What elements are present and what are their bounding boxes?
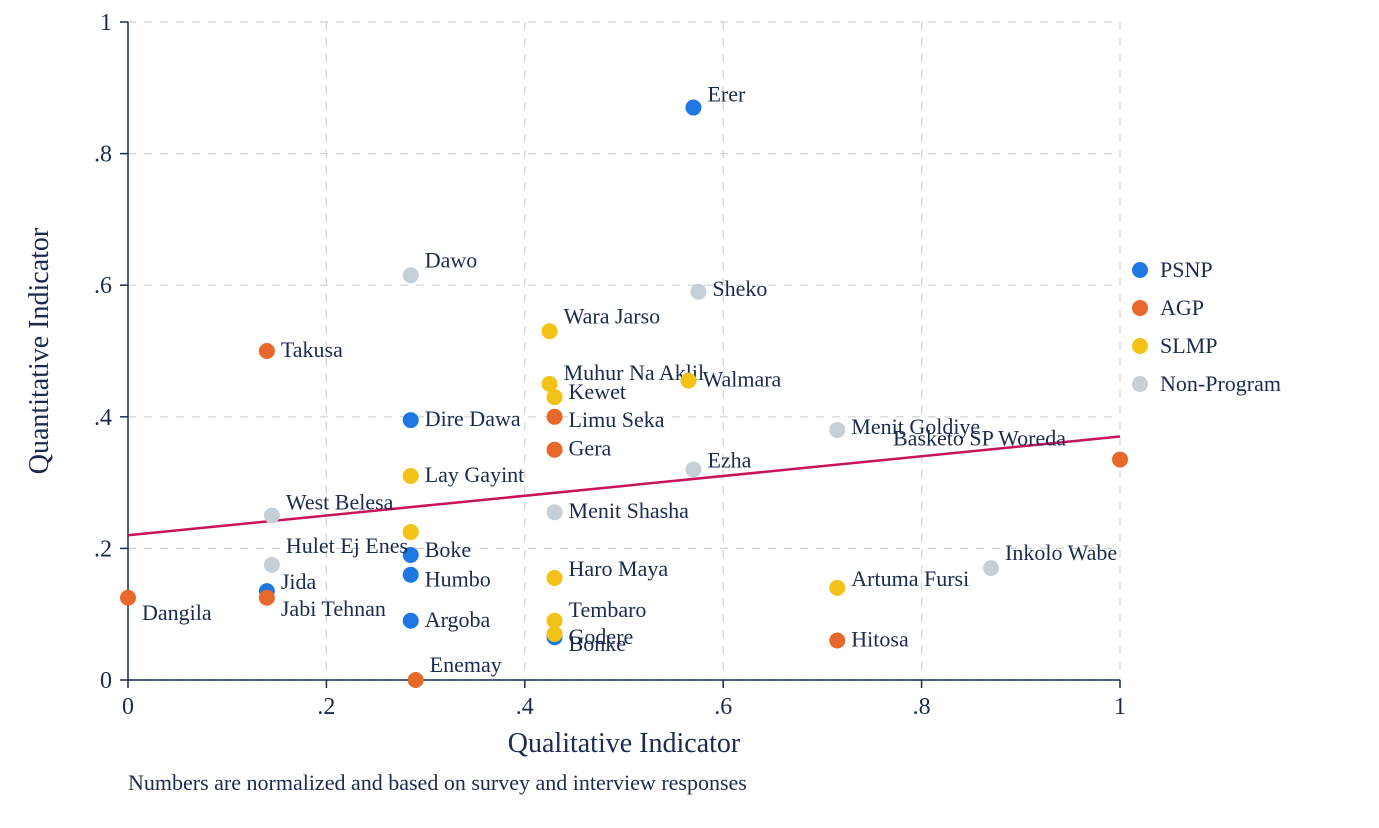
legend-label: AGP: [1160, 295, 1204, 320]
data-point-label: Jabi Tehnan: [281, 596, 386, 621]
data-point-label: Kewet: [569, 379, 626, 404]
y-axis-label: Quantitative Indicator: [24, 227, 55, 474]
legend-label: SLMP: [1160, 333, 1217, 358]
data-point-label: Lay Gayint: [425, 462, 525, 487]
data-point-label: Godere: [569, 624, 634, 649]
legend-marker: [1132, 338, 1148, 354]
data-point-label: Sheko: [712, 276, 767, 301]
data-point: [547, 504, 563, 520]
data-point: [403, 412, 419, 428]
data-point-label: Erer: [707, 82, 746, 107]
legend-label: Non-Program: [1160, 371, 1281, 396]
data-point: [690, 284, 706, 300]
data-point: [403, 613, 419, 629]
y-tick-label: .8: [94, 142, 112, 168]
data-point-label: Menit Goldiye: [851, 414, 980, 439]
y-tick-label: 0: [100, 668, 112, 694]
data-point: [259, 343, 275, 359]
data-point: [403, 567, 419, 583]
x-axis-label: Qualitative Indicator: [508, 728, 741, 759]
x-tick-label: .2: [317, 694, 335, 720]
data-point-label: Artuma Fursi: [851, 566, 969, 591]
data-point: [259, 590, 275, 606]
legend-marker: [1132, 300, 1148, 316]
data-point-label: Enemay: [430, 652, 502, 677]
y-tick-label: .2: [94, 536, 112, 562]
y-tick-label: .4: [94, 405, 112, 431]
data-point: [829, 580, 845, 596]
x-tick-label: .6: [714, 694, 732, 720]
data-point: [829, 633, 845, 649]
data-point: [547, 442, 563, 458]
data-point: [685, 461, 701, 477]
legend-marker: [1132, 376, 1148, 392]
data-point: [403, 267, 419, 283]
data-point: [408, 672, 424, 688]
data-point-label: Hitosa: [851, 627, 909, 652]
x-tick-label: 1: [1114, 694, 1126, 720]
data-point-label: Wara Jarso: [564, 303, 661, 328]
chart-bg: [0, 0, 1379, 828]
data-point-label: Limu Seka: [569, 407, 665, 432]
data-point-label: Dawo: [425, 247, 478, 272]
y-tick-label: 1: [100, 10, 112, 36]
data-point-label: West Belesa: [286, 490, 394, 515]
data-point: [547, 626, 563, 642]
data-point-label: Dire Dawa: [425, 406, 521, 431]
data-point: [120, 590, 136, 606]
x-tick-label: .4: [516, 694, 534, 720]
data-point: [1112, 452, 1128, 468]
legend-marker: [1132, 262, 1148, 278]
data-point-label: Walmara: [702, 367, 781, 392]
data-point-label: Inkolo Wabe: [1005, 540, 1117, 565]
chart-footnote: Numbers are normalized and based on surv…: [128, 770, 747, 795]
data-point: [403, 468, 419, 484]
data-point-label: Ezha: [707, 447, 751, 472]
data-point-label: Takusa: [281, 337, 343, 362]
data-point: [547, 409, 563, 425]
data-point-label: Gera: [569, 436, 612, 461]
data-point-label: Humbo: [425, 567, 491, 592]
chart-svg: 0 .2 .4 .6 .8 1 0 .2 .4 .6 .8 1 Erer Dire Dawa Boke Hum…: [0, 0, 1379, 828]
data-point: [680, 373, 696, 389]
data-point-label: Menit Shasha: [569, 498, 690, 523]
data-point: [264, 508, 280, 524]
legend-label: PSNP: [1160, 257, 1213, 282]
data-point: [547, 389, 563, 405]
data-point-label: Jida: [281, 569, 317, 594]
x-tick-label: 0: [122, 694, 134, 720]
data-point: [983, 560, 999, 576]
data-point: [829, 422, 845, 438]
data-point-label: Argoba: [425, 607, 491, 632]
data-point-label: Boke: [425, 537, 471, 562]
data-point: [685, 100, 701, 116]
data-point: [542, 323, 558, 339]
data-point-label: Haro Maya: [569, 556, 669, 581]
data-point: [264, 557, 280, 573]
x-tick-label: .8: [913, 694, 931, 720]
scatter-chart: 0 .2 .4 .6 .8 1 0 .2 .4 .6 .8 1 Erer Dire Dawa Boke Hum…: [0, 0, 1379, 828]
data-point-label: Hulet Ej Enes: [286, 533, 408, 558]
y-tick-label: .6: [94, 273, 112, 299]
data-point: [547, 570, 563, 586]
data-point-label: Dangila: [142, 600, 212, 625]
data-point-label: Tembaro: [569, 597, 647, 622]
